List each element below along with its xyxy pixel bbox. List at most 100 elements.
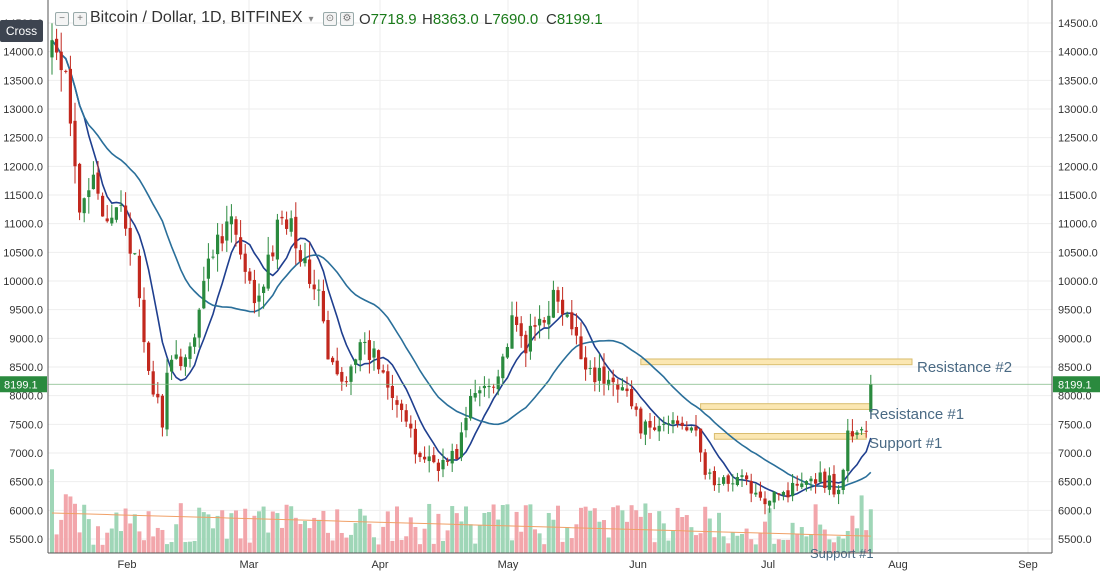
candle [211,249,215,260]
volume-bar [528,504,533,553]
candle-body [308,259,312,284]
candle [78,162,82,221]
candle [777,493,781,501]
volume-bar [128,523,133,553]
volume-bar [477,525,482,553]
volume-bar [73,503,77,553]
candle [156,382,160,404]
volume-bar [247,542,252,553]
candle [602,353,606,396]
volume-bar [799,527,804,553]
candle-body [579,336,583,360]
candle [482,376,486,397]
volume-bar [859,495,864,553]
volume-bar [459,521,464,553]
candle-body [473,393,477,398]
zone-label: Resistance #1 [869,406,964,423]
symbol-title[interactable]: Bitcoin / Dollar, 1D, BITFINEX [90,9,303,26]
volume-bar [473,543,478,553]
price-tick-label-right: 9500.0 [1058,305,1092,317]
candle-body [758,491,762,498]
settings-icon[interactable]: ⚙ [340,12,354,26]
volume-bar [422,528,427,553]
volume-bar [569,538,574,553]
add-symbol-icon[interactable]: + [73,12,87,26]
candle-body [124,205,128,229]
price-tick-label-left: 5500.0 [9,534,43,546]
collapse-icon[interactable]: − [55,12,69,26]
hide-icon[interactable]: ⊙ [323,12,337,26]
candle-body [602,366,606,384]
volume-bar [496,519,501,553]
volume-bar [252,515,257,553]
candle-body [662,423,666,425]
time-axis[interactable]: Feb Mar Apr May Jun Jul Aug Sep [48,552,1052,571]
volume-bar [82,504,87,553]
candle-body [197,309,201,338]
candle [202,266,206,310]
candle [289,210,293,237]
candle [501,353,505,384]
candle [694,415,698,437]
candle-body [795,483,799,486]
candle-body [91,174,95,190]
candle-body [717,483,721,485]
candle-body [676,420,680,424]
candle [298,244,302,267]
price-tick-label-left: 6500.0 [9,477,43,489]
candle-body [712,470,716,486]
candle-body [340,371,344,382]
candle-body [703,452,707,475]
volume-bar [822,529,827,553]
candle [331,356,335,365]
candle-body [653,427,657,430]
volume-bar [418,544,422,553]
volume-bar [344,537,349,553]
candle [616,379,620,403]
candle [662,416,666,432]
volume-bar [500,505,505,553]
candle [229,204,233,243]
candle [804,480,808,492]
volume-bar [721,536,726,553]
chevron-down-icon[interactable]: ▾ [308,14,314,25]
candle-body [275,219,279,260]
candle [239,220,243,260]
volume-bar [505,504,510,553]
candle [285,211,289,235]
candle [823,468,827,493]
price-tick-label-left: 14000.0 [3,47,43,59]
price-scale-right [1052,0,1100,577]
candle-body [423,456,427,460]
volume-bar [284,504,289,553]
candle-body [611,377,615,383]
volume-bar [818,524,823,553]
volume-bar [634,510,639,553]
candle-body [538,318,542,326]
grid-lines [48,0,1052,553]
volume-bar [809,534,813,553]
candle [266,236,270,291]
candle [519,316,523,348]
time-tick-label: Jul [761,559,775,571]
candle-body [101,195,105,217]
candle-body [386,371,390,388]
volume-bar [845,530,850,553]
volume-bar [257,511,261,553]
volume-bar [229,513,234,553]
candle-body [229,216,233,225]
candle [754,483,758,497]
price-tick-label-right: 10000.0 [1058,276,1098,288]
candle [335,347,339,376]
candle-body [809,478,813,482]
volume-bar [661,523,666,553]
candle [648,413,652,439]
candle-body [280,216,284,219]
candles[interactable] [48,23,1052,515]
time-tick-label: Feb [118,559,137,571]
candle-body [740,475,744,477]
candle [413,420,417,464]
